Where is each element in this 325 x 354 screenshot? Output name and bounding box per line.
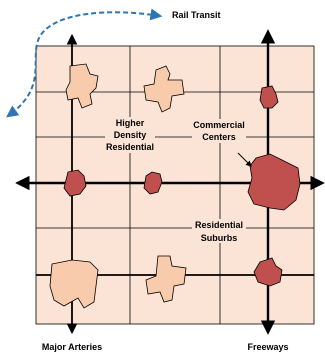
- commercial-zone: [63, 169, 87, 197]
- higher-density-label-bg: [105, 117, 155, 153]
- residential-label-line2: Suburbs: [201, 233, 238, 243]
- commercial-label-line1: Commercial: [193, 120, 245, 130]
- higher-density-label-line2: Density: [114, 130, 147, 140]
- residential-zone: [145, 255, 187, 303]
- commercial-zone: [247, 153, 301, 211]
- higher-density-label-line1: Higher: [116, 118, 145, 128]
- freeways-label: Freeways: [247, 342, 288, 352]
- diagram-labels: Rail Transit Higher Density Residential …: [42, 10, 289, 352]
- rail-transit-label: Rail Transit: [172, 10, 221, 20]
- higher-density-label-line3: Residential: [106, 142, 154, 152]
- commercial-pointer-arrow: [237, 152, 252, 167]
- commercial-label-line2: Centers: [202, 132, 236, 142]
- commercial-zone: [143, 171, 163, 195]
- residential-label-bg: [192, 219, 246, 243]
- commercial-zones: [63, 85, 301, 287]
- commercial-label-bg: [192, 119, 246, 143]
- residential-zone: [49, 259, 99, 309]
- major-arteries-label: Major Arteries: [42, 342, 102, 352]
- residential-label-line1: Residential: [195, 220, 243, 230]
- rail-transit-line: [6, 8, 163, 118]
- commercial-zone: [253, 257, 283, 287]
- commercial-zone: [259, 85, 279, 109]
